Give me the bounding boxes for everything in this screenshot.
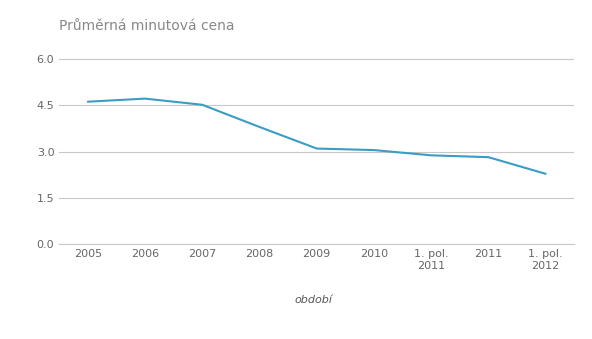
Text: období: období: [295, 295, 333, 305]
Text: Průměrná minutová cena: Průměrná minutová cena: [59, 19, 234, 33]
